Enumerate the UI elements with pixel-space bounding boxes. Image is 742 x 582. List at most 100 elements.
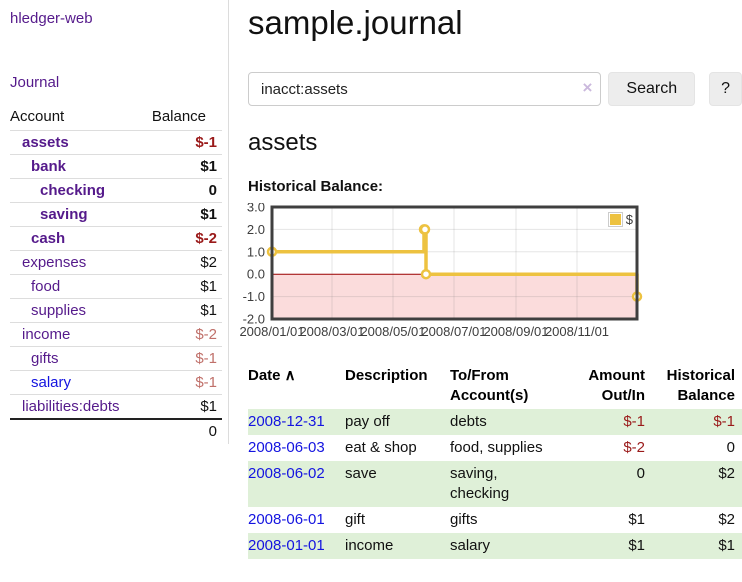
account-balance: $-1	[151, 346, 222, 371]
column-label: Date	[248, 367, 281, 384]
account-balance: $-2	[151, 322, 222, 347]
clear-search-icon[interactable]: ×	[582, 78, 593, 97]
svg-text:2008/09/01: 2008/09/01	[483, 324, 548, 339]
column-header-description: Description	[345, 363, 450, 409]
legend-swatch-icon	[607, 212, 623, 227]
account-link[interactable]: assets	[22, 134, 69, 151]
transaction-date-link[interactable]: 2008-06-01	[248, 511, 325, 528]
column-header-to-from-account-s-: To/From Account(s)	[450, 363, 550, 409]
page-title: sample.journal	[248, 4, 463, 41]
svg-text:2008/05/01: 2008/05/01	[360, 324, 425, 339]
transaction-date-link[interactable]: 2008-06-03	[248, 439, 325, 456]
column-label: To/From Account(s)	[450, 367, 529, 404]
accounts-total-row: 0	[10, 418, 222, 443]
balance-chart: 3.0 2.0 1.0 0.0 -1.0 -2.0 2008/01/01 2008/03/01…	[238, 200, 648, 341]
account-row: salary $-1	[10, 370, 222, 395]
column-label: Amount Out/In	[588, 367, 645, 404]
transaction-amount: $1	[628, 511, 645, 528]
search-input[interactable]	[248, 72, 602, 106]
transaction-amount: $1	[628, 537, 645, 554]
account-link[interactable]: saving	[40, 206, 88, 223]
transaction-row: 2008-06-01 gift gifts $1 $2	[248, 507, 742, 533]
app-title-row: hledger-web	[10, 10, 228, 27]
column-label: Historical Balance	[666, 367, 735, 404]
account-balance: $-2	[151, 226, 222, 251]
account-link[interactable]: gifts	[31, 350, 59, 367]
chart-legend: $	[605, 211, 635, 228]
svg-text:2.0: 2.0	[247, 222, 265, 237]
accounts-header-balance: Balance	[151, 108, 207, 125]
sidebar: hledger-web Journal Account Balance asse…	[0, 0, 229, 444]
account-row: expenses $2	[10, 250, 222, 275]
account-link[interactable]: checking	[40, 182, 106, 199]
account-link[interactable]: expenses	[22, 254, 87, 271]
accounts-total-spacer	[10, 418, 152, 443]
svg-text:2008/01/01: 2008/01/01	[239, 324, 304, 339]
account-name-cell: bank	[10, 154, 152, 179]
journal-link[interactable]: Journal	[10, 74, 60, 91]
legend-label: $	[625, 212, 633, 227]
search-input-wrap: ×	[248, 72, 602, 106]
account-link[interactable]: liabilities:debts	[22, 398, 120, 415]
svg-text:3.0: 3.0	[247, 203, 265, 215]
help-button[interactable]: ?	[709, 72, 742, 106]
account-name-cell: expenses	[10, 250, 152, 275]
transaction-balance: $2	[718, 511, 735, 528]
transaction-date-link[interactable]: 2008-01-01	[248, 537, 325, 554]
chart-plot-area: 3.0 2.0 1.0 0.0 -1.0 -2.0 2008/01/01 2008/03/01…	[238, 200, 648, 345]
svg-text:-2.0: -2.0	[243, 312, 265, 327]
transaction-date-cell: 2008-06-02	[248, 461, 345, 507]
account-link[interactable]: cash	[31, 230, 66, 247]
accounts-table: Account Balance assets $-1 bank $1 checking 0…	[10, 105, 222, 443]
transaction-amount: 0	[636, 465, 645, 482]
svg-text:2008/11/01: 2008/11/01	[545, 324, 609, 339]
account-row: assets $-1	[10, 130, 222, 155]
account-row: gifts $-1	[10, 346, 222, 371]
svg-text:-1.0: -1.0	[243, 289, 265, 304]
account-name-cell: income	[10, 322, 152, 347]
account-row: income $-2	[10, 322, 222, 347]
account-name-cell: gifts	[10, 346, 152, 371]
accounts-header-row: Account Balance	[10, 105, 222, 131]
account-name-cell: assets	[10, 130, 152, 155]
account-link[interactable]: food	[31, 278, 61, 295]
transaction-balance: 0	[726, 439, 735, 456]
account-row: saving $1	[10, 202, 222, 227]
journal-nav-row: Journal	[10, 74, 228, 91]
transaction-date-cell: 2008-12-31	[248, 409, 345, 435]
transaction-balance: $2	[718, 465, 735, 482]
account-balance: $1	[151, 274, 222, 299]
accounts-table-body: assets $-1 bank $1 checking 0 saving $1 cash $-2 e…	[10, 130, 222, 419]
account-link[interactable]: salary	[31, 374, 72, 391]
transaction-description: save	[345, 465, 377, 482]
search-button[interactable]: Search	[608, 72, 696, 106]
account-row: liabilities:debts $1	[10, 394, 222, 419]
transaction-balance: $1	[718, 537, 735, 554]
account-row: bank $1	[10, 154, 222, 179]
svg-text:1.0: 1.0	[247, 244, 265, 259]
transaction-accounts: gifts	[450, 511, 478, 528]
accounts-total-value: 0	[151, 418, 222, 443]
transactions-table-body: 2008-12-31 pay off debts $-1 $-1 2008-06-03 ea…	[248, 409, 742, 559]
account-balance: $1	[151, 154, 222, 179]
transaction-description: gift	[345, 511, 366, 528]
account-row: checking 0	[10, 178, 222, 203]
account-link[interactable]: supplies	[31, 302, 87, 319]
account-name-cell: food	[10, 274, 152, 299]
transaction-date-link[interactable]: 2008-06-02	[248, 465, 325, 482]
app-title-link[interactable]: hledger-web	[10, 10, 93, 27]
transaction-row: 2008-06-02 save saving, checking 0 $2	[248, 461, 742, 507]
column-header-amount-out-in: Amount Out/In	[550, 363, 645, 409]
svg-text:2008/07/01: 2008/07/01	[421, 324, 486, 339]
account-balance: $1	[151, 298, 222, 323]
account-balance: $2	[151, 250, 222, 275]
transaction-date-cell: 2008-01-01	[248, 533, 345, 559]
account-link[interactable]: bank	[31, 158, 67, 175]
transaction-row: 2008-01-01 income salary $1 $1	[248, 533, 742, 559]
column-header-date[interactable]: Date ∧	[248, 363, 345, 409]
account-row: food $1	[10, 274, 222, 299]
account-link[interactable]: income	[22, 326, 71, 343]
transaction-description: pay off	[345, 413, 390, 430]
account-balance: $-1	[151, 130, 222, 155]
transaction-date-link[interactable]: 2008-12-31	[248, 413, 325, 430]
